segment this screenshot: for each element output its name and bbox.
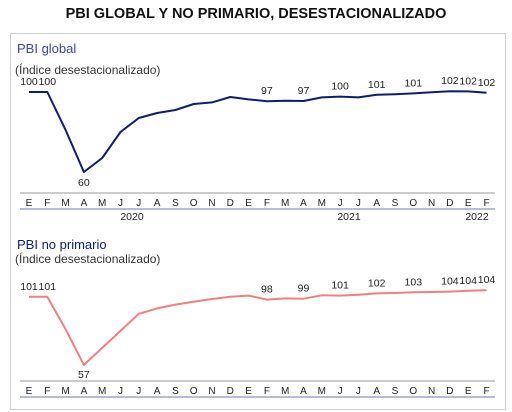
data-label: 104 xyxy=(459,275,477,287)
tick-label: N xyxy=(428,198,435,209)
tick-label: S xyxy=(172,198,179,209)
data-label: 57 xyxy=(78,369,90,381)
chart-title-pbi-global: PBI global xyxy=(17,41,77,56)
tick-label: D xyxy=(227,198,234,209)
tick-label: E xyxy=(465,198,472,209)
data-label: 100 xyxy=(331,81,349,93)
tick-label: A xyxy=(373,386,380,397)
data-label: 97 xyxy=(298,85,310,97)
tick-label: F xyxy=(44,198,50,209)
tick-label: A xyxy=(81,386,88,397)
tick-label: J xyxy=(356,386,361,397)
data-label: 102 xyxy=(459,75,477,87)
tick-label: F xyxy=(264,198,270,209)
series-line-1 xyxy=(29,289,487,366)
tick-label: M xyxy=(281,198,289,209)
data-label: 98 xyxy=(261,284,273,296)
data-label: 102 xyxy=(441,75,459,87)
data-label: 97 xyxy=(261,85,273,97)
tick-label: F xyxy=(44,386,50,397)
tick-label: O xyxy=(409,386,417,397)
tick-label: J xyxy=(338,386,343,397)
tick-label: E xyxy=(26,198,33,209)
tick-label: M xyxy=(281,386,289,397)
tick-label: M xyxy=(61,386,69,397)
tick-label: O xyxy=(190,198,198,209)
data-label: 102 xyxy=(478,77,496,89)
tick-label: E xyxy=(245,198,252,209)
tick-label: F xyxy=(483,386,489,397)
tick-label: E xyxy=(465,386,472,397)
tick-label: J xyxy=(356,198,361,209)
chart-subtitle-pbi-global: (Índice desestacionalizado) xyxy=(15,63,161,77)
tick-label: N xyxy=(428,386,435,397)
tick-label: E xyxy=(26,386,33,397)
tick-label: D xyxy=(446,198,453,209)
chart-subtitle-pbi-no-primario: (Índice desestacionalizado) xyxy=(15,252,161,266)
data-label: 102 xyxy=(368,277,386,289)
tick-label: F xyxy=(264,386,270,397)
data-label: 101 xyxy=(368,79,386,91)
year-label: 2020 xyxy=(120,211,144,223)
tick-label: O xyxy=(190,386,198,397)
tick-label: A xyxy=(373,198,380,209)
chart-title-pbi-no-primario: PBI no primario xyxy=(17,237,107,252)
series-line-0 xyxy=(29,90,487,173)
data-label: 100 xyxy=(39,76,57,88)
tick-label: F xyxy=(483,198,489,209)
tick-label: N xyxy=(208,386,215,397)
tick-label: D xyxy=(227,386,234,397)
data-label: 100 xyxy=(20,76,38,88)
data-label: 99 xyxy=(298,283,310,295)
tick-label: A xyxy=(154,198,161,209)
tick-label: S xyxy=(172,386,179,397)
tick-label: M xyxy=(318,198,326,209)
tick-label: M xyxy=(98,198,106,209)
tick-label: A xyxy=(300,386,307,397)
tick-label: O xyxy=(409,198,417,209)
tick-label: M xyxy=(61,198,69,209)
data-label: 101 xyxy=(405,77,423,89)
data-label: 101 xyxy=(39,281,57,293)
tick-label: N xyxy=(208,198,215,209)
data-label: 104 xyxy=(441,276,459,288)
data-label: 103 xyxy=(405,276,423,288)
tick-label: J xyxy=(136,198,141,209)
tick-label: A xyxy=(154,386,161,397)
data-label: 104 xyxy=(478,274,496,286)
year-label: 2022 xyxy=(465,211,489,223)
year-label: 2021 xyxy=(337,211,361,223)
page-title: PBI GLOBAL Y NO PRIMARIO, DESESTACIONALI… xyxy=(65,6,447,22)
tick-label: D xyxy=(446,386,453,397)
tick-label: E xyxy=(245,386,252,397)
tick-label: J xyxy=(338,198,343,209)
tick-label: J xyxy=(136,386,141,397)
data-label: 101 xyxy=(20,281,38,293)
data-label: 101 xyxy=(331,280,349,292)
tick-label: M xyxy=(318,386,326,397)
tick-label: S xyxy=(392,198,399,209)
data-label: 60 xyxy=(78,177,90,189)
tick-label: A xyxy=(81,198,88,209)
tick-label: A xyxy=(300,198,307,209)
tick-label: S xyxy=(392,386,399,397)
tick-label: J xyxy=(118,198,123,209)
chart-frame xyxy=(10,33,506,410)
tick-label: J xyxy=(118,386,123,397)
tick-label: M xyxy=(98,386,106,397)
